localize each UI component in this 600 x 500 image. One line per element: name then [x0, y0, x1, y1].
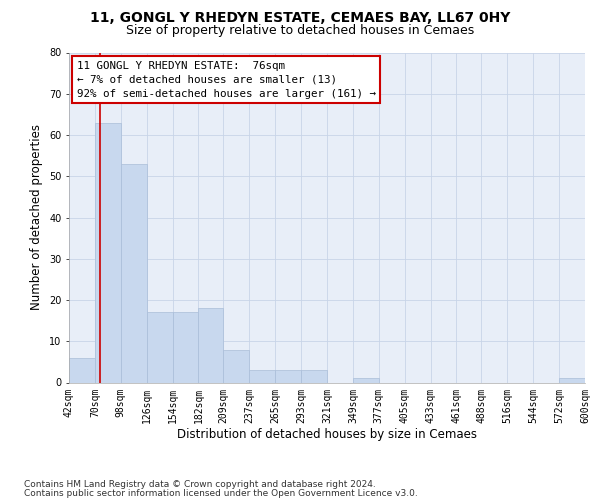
Bar	[173, 312, 199, 382]
Bar	[199, 308, 223, 382]
Bar	[353, 378, 379, 382]
Bar	[559, 378, 585, 382]
Bar	[250, 370, 275, 382]
Text: Contains public sector information licensed under the Open Government Licence v3: Contains public sector information licen…	[24, 488, 418, 498]
Bar	[95, 122, 121, 382]
Bar	[301, 370, 327, 382]
Bar	[146, 312, 173, 382]
Bar	[275, 370, 301, 382]
Text: Size of property relative to detached houses in Cemaes: Size of property relative to detached ho…	[126, 24, 474, 37]
Bar	[69, 358, 95, 382]
Text: 11, GONGL Y RHEDYN ESTATE, CEMAES BAY, LL67 0HY: 11, GONGL Y RHEDYN ESTATE, CEMAES BAY, L…	[90, 11, 510, 25]
Text: Contains HM Land Registry data © Crown copyright and database right 2024.: Contains HM Land Registry data © Crown c…	[24, 480, 376, 489]
Bar	[121, 164, 146, 382]
Y-axis label: Number of detached properties: Number of detached properties	[31, 124, 43, 310]
Bar	[223, 350, 250, 382]
Text: 11 GONGL Y RHEDYN ESTATE:  76sqm
← 7% of detached houses are smaller (13)
92% of: 11 GONGL Y RHEDYN ESTATE: 76sqm ← 7% of …	[77, 60, 376, 99]
X-axis label: Distribution of detached houses by size in Cemaes: Distribution of detached houses by size …	[177, 428, 477, 441]
